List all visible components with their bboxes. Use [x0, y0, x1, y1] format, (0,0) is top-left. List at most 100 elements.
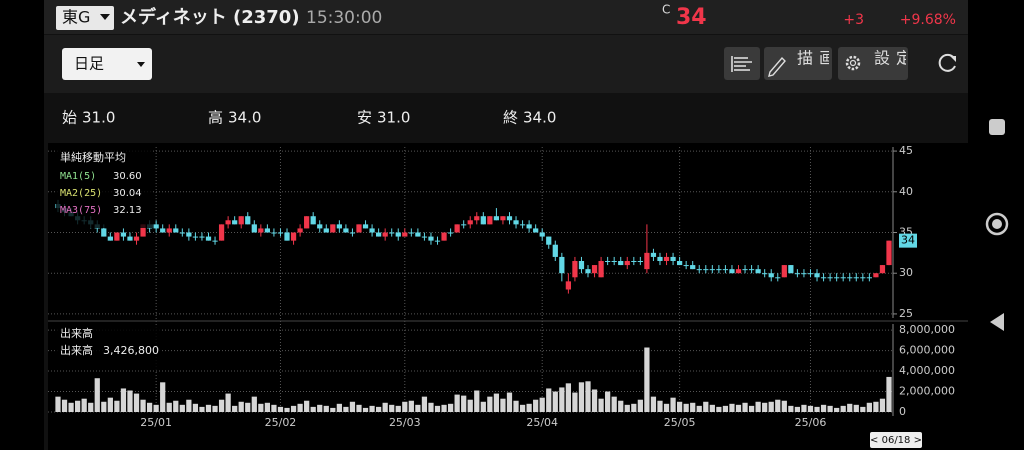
- volume-bar: [474, 390, 480, 412]
- home-button[interactable]: [985, 212, 1009, 236]
- volume-bar: [539, 397, 545, 412]
- volume-bar: [127, 390, 133, 412]
- summary-label: 終: [503, 109, 518, 127]
- volume-bar: [519, 404, 526, 412]
- x-tick-label: 25/02: [265, 416, 297, 429]
- volume-bar: [788, 405, 794, 412]
- summary-value: 34.0: [228, 109, 261, 127]
- candle-body: [853, 277, 859, 279]
- candle-body: [290, 232, 297, 241]
- candle-body: [670, 256, 676, 261]
- candle-body: [748, 269, 755, 271]
- candle-body: [873, 273, 879, 278]
- candle-body: [271, 232, 277, 234]
- volume-bar: [120, 388, 127, 412]
- y-tick-label: 30: [899, 266, 913, 279]
- candle-body: [506, 216, 513, 221]
- candle-body: [585, 269, 591, 274]
- summary-label: 始: [62, 109, 77, 127]
- volume-tick-label: 4,000,000: [899, 364, 955, 377]
- volume-bar: [827, 405, 833, 412]
- volume-bar: [546, 388, 552, 412]
- volume-bar: [349, 401, 356, 412]
- candle-body: [657, 256, 663, 261]
- volume-bar: [290, 405, 297, 412]
- summary-bar: [44, 94, 968, 140]
- volume-bar: [552, 391, 558, 412]
- volume-bar: [81, 398, 87, 412]
- volume-bar: [212, 405, 218, 412]
- market-select[interactable]: [56, 6, 114, 30]
- dropdown-icon: [100, 14, 110, 20]
- candle-body: [533, 228, 539, 233]
- layout-button[interactable]: [724, 47, 760, 80]
- candle-body: [127, 236, 133, 241]
- candle-body: [369, 228, 375, 233]
- gear-center: [849, 59, 857, 67]
- gear-icon: [845, 55, 861, 71]
- candle-body: [742, 269, 748, 271]
- header-bar: [44, 0, 968, 34]
- settings-button[interactable]: [838, 47, 908, 80]
- candle-body: [304, 216, 310, 229]
- candle-body: [735, 269, 742, 274]
- volume-bar: [356, 404, 362, 412]
- draw-label: 描画: [797, 49, 841, 68]
- candle-body: [801, 273, 807, 275]
- volume-bar: [461, 395, 467, 412]
- volume-bar: [866, 402, 872, 412]
- candle-body: [277, 232, 284, 234]
- candle-body: [578, 261, 585, 270]
- candle-body: [317, 224, 323, 229]
- volume-bar: [814, 406, 820, 412]
- volume-bar: [696, 405, 702, 412]
- volume-bar: [382, 402, 388, 412]
- candle-body: [788, 265, 794, 274]
- volume-bar: [794, 406, 801, 412]
- layout-icon: [731, 56, 752, 72]
- volume-bar: [225, 393, 231, 412]
- candle-body: [814, 273, 820, 278]
- refresh-arrow: [950, 56, 956, 62]
- volume-bar: [94, 378, 100, 412]
- candle-body: [559, 256, 565, 274]
- candle-body: [153, 224, 159, 229]
- candle-body: [160, 228, 166, 233]
- volume-bar: [173, 400, 179, 412]
- volume-bar: [624, 404, 630, 412]
- volume-bar: [591, 389, 598, 412]
- volume-bar: [454, 394, 460, 412]
- candle-body: [173, 228, 179, 233]
- candle-body: [683, 265, 689, 267]
- volume-bar: [179, 404, 185, 412]
- refresh-icon[interactable]: [938, 53, 956, 72]
- volume-bar: [480, 401, 486, 412]
- period-select[interactable]: [62, 48, 152, 80]
- volume-bar: [343, 406, 349, 412]
- candle-body: [258, 228, 264, 233]
- candle-body: [644, 252, 650, 270]
- candle-body: [284, 232, 290, 241]
- candle-body: [572, 261, 578, 278]
- candle-body: [840, 277, 846, 279]
- volume-bar: [572, 392, 578, 412]
- volume-bar: [336, 403, 342, 412]
- volume-bar: [205, 404, 212, 412]
- candle-body: [631, 261, 637, 262]
- volume-bar: [781, 400, 787, 412]
- volume-bar: [88, 402, 94, 412]
- back-button[interactable]: [990, 313, 1004, 331]
- candle-body: [493, 216, 500, 221]
- volume-bar: [493, 393, 500, 412]
- candle-body: [546, 236, 552, 245]
- stock-name: メディネット (2370): [120, 6, 300, 28]
- recents-button[interactable]: [989, 119, 1005, 135]
- cursor-label-box[interactable]: [870, 432, 922, 448]
- x-tick-label: 25/01: [140, 416, 172, 429]
- candle-body: [827, 277, 833, 279]
- volume-bar: [395, 405, 401, 412]
- draw-button[interactable]: [764, 47, 832, 80]
- volume-bar: [369, 405, 375, 412]
